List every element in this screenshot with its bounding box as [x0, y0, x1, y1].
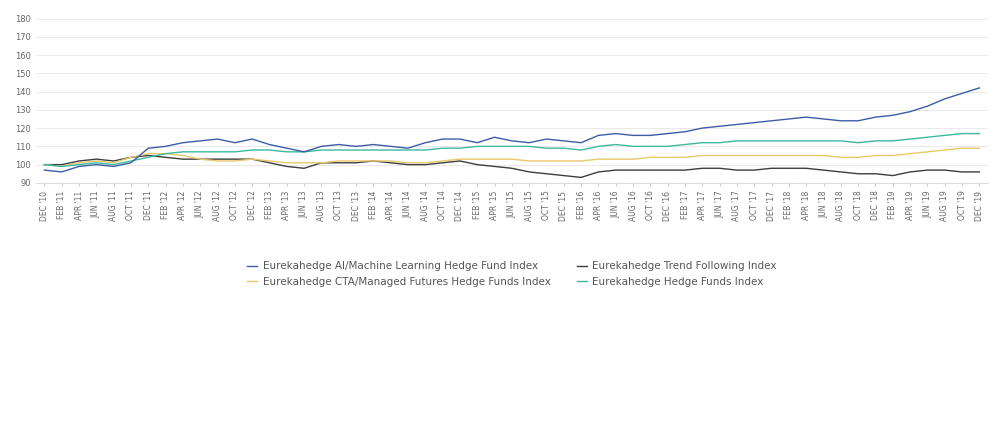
Eurekahedge Trend Following Index — [281, 164, 293, 169]
Line: Eurekahedge AI/Machine Learning Hedge Fund Index: Eurekahedge AI/Machine Learning Hedge Fu… — [44, 88, 978, 172]
Eurekahedge AI/Machine Learning Hedge Fund Index — [955, 91, 967, 96]
Eurekahedge Hedge Funds Index — [938, 133, 950, 138]
Eurekahedge CTA/Managed Futures Hedge Funds Index — [228, 158, 240, 164]
Eurekahedge Hedge Funds Index — [972, 131, 984, 136]
Eurekahedge Hedge Funds Index — [56, 164, 68, 169]
Eurekahedge Trend Following Index — [38, 162, 50, 167]
Eurekahedge Hedge Funds Index — [402, 147, 414, 153]
Eurekahedge Trend Following Index — [142, 153, 154, 158]
Eurekahedge AI/Machine Learning Hedge Fund Index — [56, 169, 68, 175]
Eurekahedge Hedge Funds Index — [38, 162, 50, 167]
Legend: Eurekahedge AI/Machine Learning Hedge Fund Index, Eurekahedge CTA/Managed Future: Eurekahedge AI/Machine Learning Hedge Fu… — [242, 257, 781, 291]
Eurekahedge CTA/Managed Futures Hedge Funds Index — [159, 151, 171, 156]
Eurekahedge CTA/Managed Futures Hedge Funds Index — [56, 164, 68, 169]
Eurekahedge CTA/Managed Futures Hedge Funds Index — [886, 153, 898, 158]
Eurekahedge CTA/Managed Futures Hedge Funds Index — [955, 146, 967, 151]
Eurekahedge AI/Machine Learning Hedge Fund Index — [228, 140, 240, 146]
Eurekahedge Trend Following Index — [574, 175, 586, 180]
Eurekahedge AI/Machine Learning Hedge Fund Index — [972, 85, 984, 90]
Eurekahedge Hedge Funds Index — [281, 149, 293, 154]
Eurekahedge CTA/Managed Futures Hedge Funds Index — [281, 160, 293, 165]
Eurekahedge AI/Machine Learning Hedge Fund Index — [281, 146, 293, 151]
Line: Eurekahedge Trend Following Index: Eurekahedge Trend Following Index — [44, 156, 978, 177]
Eurekahedge AI/Machine Learning Hedge Fund Index — [38, 168, 50, 173]
Eurekahedge CTA/Managed Futures Hedge Funds Index — [402, 160, 414, 165]
Eurekahedge CTA/Managed Futures Hedge Funds Index — [938, 147, 950, 153]
Line: Eurekahedge CTA/Managed Futures Hedge Funds Index: Eurekahedge CTA/Managed Futures Hedge Fu… — [44, 148, 978, 166]
Eurekahedge CTA/Managed Futures Hedge Funds Index — [38, 162, 50, 167]
Eurekahedge AI/Machine Learning Hedge Fund Index — [159, 144, 171, 149]
Eurekahedge Trend Following Index — [228, 157, 240, 162]
Eurekahedge Trend Following Index — [972, 169, 984, 175]
Eurekahedge Trend Following Index — [955, 169, 967, 175]
Eurekahedge AI/Machine Learning Hedge Fund Index — [402, 146, 414, 151]
Eurekahedge AI/Machine Learning Hedge Fund Index — [886, 112, 898, 118]
Eurekahedge CTA/Managed Futures Hedge Funds Index — [972, 146, 984, 151]
Eurekahedge Trend Following Index — [159, 155, 171, 160]
Eurekahedge Trend Following Index — [903, 169, 915, 175]
Eurekahedge Hedge Funds Index — [228, 149, 240, 154]
Eurekahedge Hedge Funds Index — [886, 138, 898, 143]
Line: Eurekahedge Hedge Funds Index: Eurekahedge Hedge Funds Index — [44, 134, 978, 166]
Eurekahedge Trend Following Index — [402, 162, 414, 167]
Eurekahedge Hedge Funds Index — [159, 151, 171, 156]
Eurekahedge Hedge Funds Index — [955, 131, 967, 136]
